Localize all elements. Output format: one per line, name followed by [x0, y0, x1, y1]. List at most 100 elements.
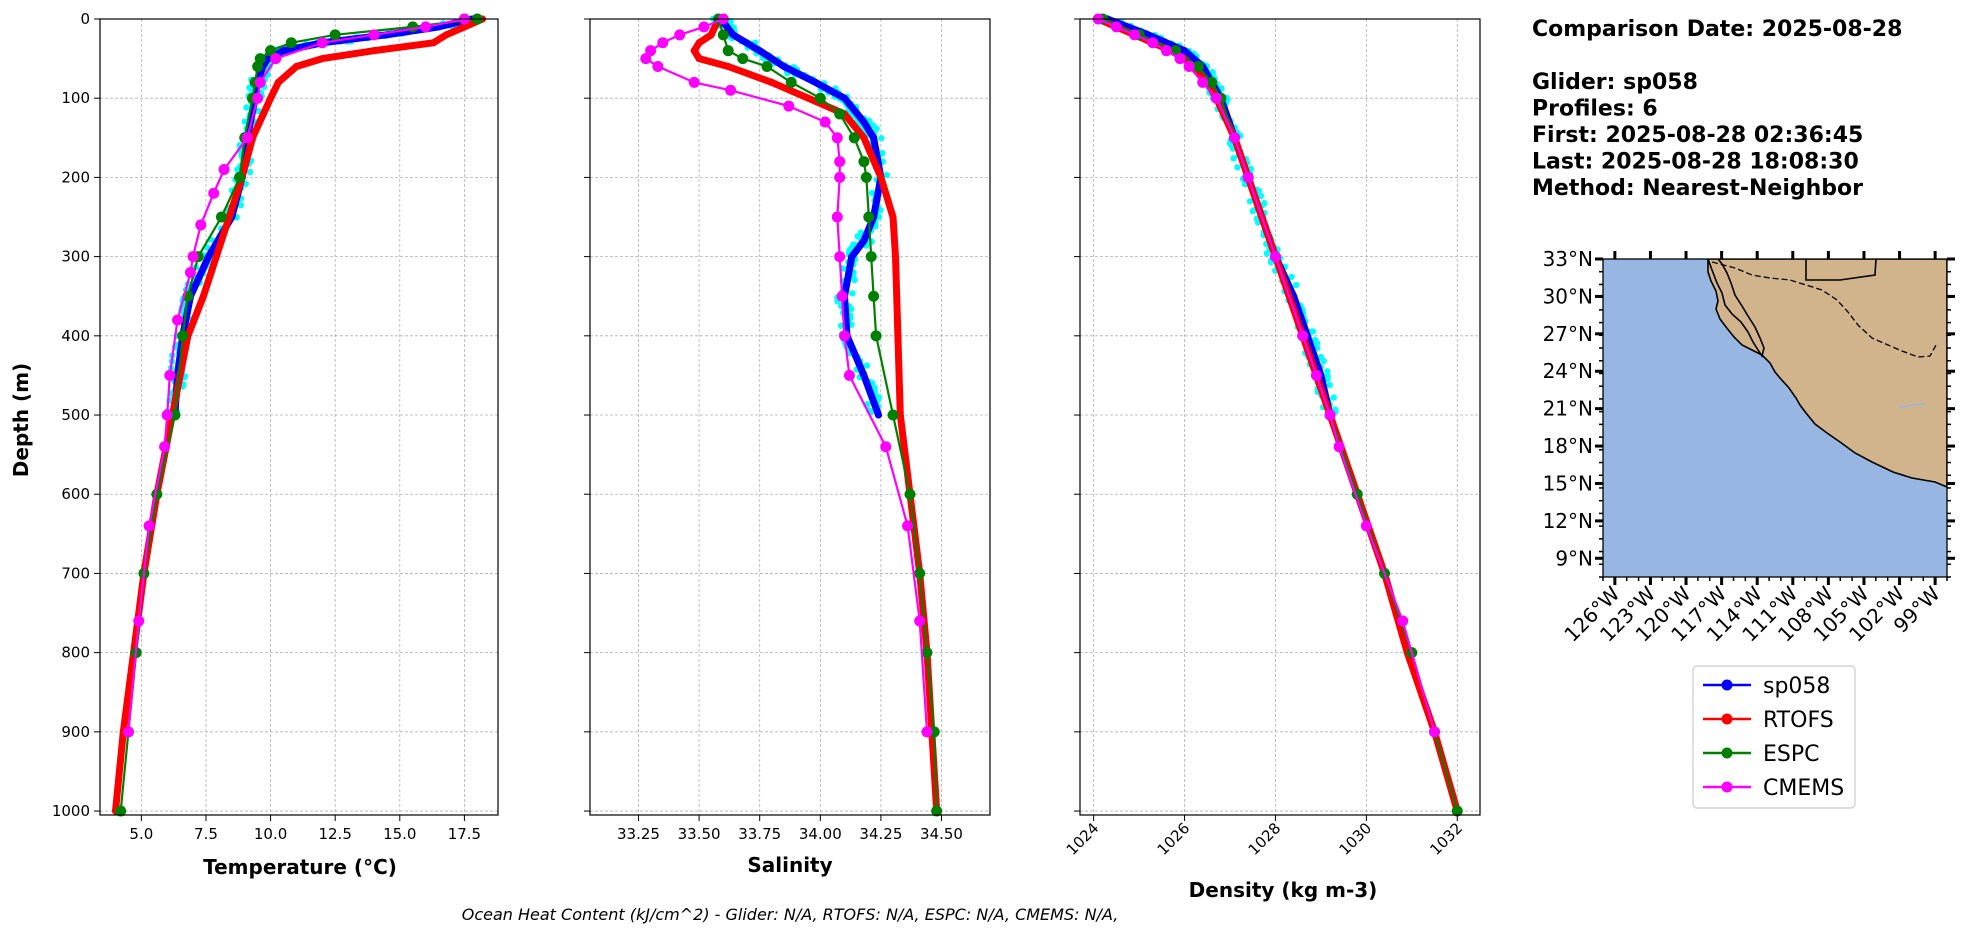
series-point-cmems [159, 441, 171, 453]
series-point-cmems [208, 187, 220, 199]
series-point-cmems [725, 84, 737, 96]
map-frame [1602, 258, 1948, 578]
depth-ylabel: Depth (m) [9, 363, 33, 477]
series-point-espc [863, 211, 875, 223]
series-point-rtofs [768, 78, 776, 86]
glider-raw-point [1249, 207, 1256, 215]
legend-box [1692, 665, 1856, 809]
series-point-cmems [241, 132, 253, 144]
glider-raw-point [243, 104, 250, 111]
x-tick-label: 33.25 [617, 825, 660, 843]
series-point-espc [761, 61, 773, 73]
series-point-cmems [254, 76, 266, 88]
series-point-rtofs [460, 23, 468, 31]
series-point-cmems [834, 171, 846, 183]
series-point-sp058 [841, 94, 849, 102]
series-point-cmems [831, 211, 843, 223]
series-point-sp058 [780, 63, 788, 71]
series-point-rtofs [877, 173, 885, 181]
series-point-rtofs [724, 63, 732, 71]
density-panel: 1024 1026 1028 1030 1032 Density (kg m-3) [1063, 13, 1481, 902]
series-point-cmems [839, 330, 851, 342]
map-lat-label: 30°N [1543, 284, 1593, 308]
series-point-cmems [834, 251, 846, 263]
x-tick-label: 12.5 [318, 825, 351, 843]
density-xlabel: Density (kg m-3) [1189, 878, 1378, 902]
map-lat-label: 33°N [1543, 247, 1593, 271]
series-point-cmems [1197, 76, 1209, 88]
series-point-rtofs [212, 253, 220, 261]
series-point-espc [868, 290, 880, 302]
series-point-cmems [172, 314, 184, 326]
series-point-cmems [698, 21, 710, 33]
baja-peninsula [1707, 259, 1765, 358]
temperature-panel: 5.0 7.5 10.0 12.5 15.0 17.5 0 100 200 300 400 500 6… [52, 10, 499, 879]
glider-raw-point [241, 118, 248, 125]
glider-raw-point [1324, 368, 1331, 375]
x-tick-label: 34.25 [859, 825, 902, 843]
series-line-sp058 [1103, 15, 1334, 419]
map-lat-label: 12°N [1543, 509, 1593, 533]
series-point-espc [215, 211, 227, 223]
series-point-cmems [819, 116, 831, 128]
lake-line [1897, 403, 1927, 409]
glider-raw-point [237, 202, 245, 209]
series-point-cmems [218, 163, 230, 175]
series-point-espc [1192, 61, 1204, 73]
series-point-sp058 [848, 253, 856, 261]
x-tick-label: 1024 [1063, 819, 1103, 859]
map-lat-label: 21°N [1543, 397, 1593, 421]
x-tick-label: 33.50 [678, 825, 721, 843]
glider-raw-point [1230, 155, 1237, 162]
y-tick-label: 600 [61, 485, 90, 503]
series-point-sp058 [811, 78, 819, 86]
glider-raw-point [1330, 394, 1337, 401]
series-point-espc [1451, 805, 1463, 817]
series-point-cmems [1297, 330, 1309, 342]
x-tick-label: 1030 [1335, 819, 1375, 859]
series-point-sp058 [205, 253, 213, 261]
series-point-cmems [921, 726, 933, 738]
glider-raw-point [849, 290, 856, 297]
series-point-espc [177, 330, 189, 342]
series-point-espc [115, 805, 127, 817]
series-point-rtofs [690, 47, 698, 55]
series-point-cmems [688, 76, 700, 88]
x-tick-label: 1028 [1245, 819, 1285, 859]
legend-label: ESPC [1763, 742, 1820, 767]
glider-raw-point [1246, 198, 1254, 205]
location-map: 33°N30°N27°N24°N21°N18°N15°N12°N9°N126°W… [1543, 247, 1955, 647]
series-point-cmems [1210, 92, 1222, 104]
us-border-line [1805, 259, 1877, 281]
series-point-rtofs [199, 292, 207, 300]
series-point-espc [904, 488, 916, 500]
series-point-cmems [143, 520, 155, 532]
border-line [1711, 261, 1937, 358]
x-tick-label: 5.0 [129, 825, 153, 843]
glider-raw-point [1263, 250, 1271, 257]
map-lat-label: 15°N [1543, 471, 1593, 495]
series-point-espc [169, 409, 181, 421]
series-point-rtofs [804, 94, 812, 102]
series-point-cmems [368, 29, 380, 41]
map-lat-label: 9°N [1555, 546, 1593, 570]
series-point-espc [887, 409, 899, 421]
series-point-rtofs [889, 213, 897, 221]
series-point-rtofs [707, 31, 715, 39]
x-tick-label: 1032 [1426, 819, 1466, 859]
series-point-espc [252, 61, 264, 73]
series-point-rtofs [896, 411, 904, 419]
series-point-cmems [252, 92, 264, 104]
glider-raw-point [1292, 281, 1300, 289]
series-point-cmems [161, 409, 173, 421]
series-point-cmems [843, 369, 855, 381]
series-point-sp058 [870, 134, 878, 142]
series-point-cmems [1242, 171, 1254, 183]
series-point-cmems [783, 100, 795, 112]
glider-raw-point [1324, 375, 1331, 383]
glider-raw-point [883, 171, 891, 179]
legend-label: CMEMS [1763, 776, 1844, 801]
x-tick-label: 34.50 [920, 825, 963, 843]
series-point-rtofs [894, 332, 902, 340]
series-point-cmems [184, 266, 196, 278]
